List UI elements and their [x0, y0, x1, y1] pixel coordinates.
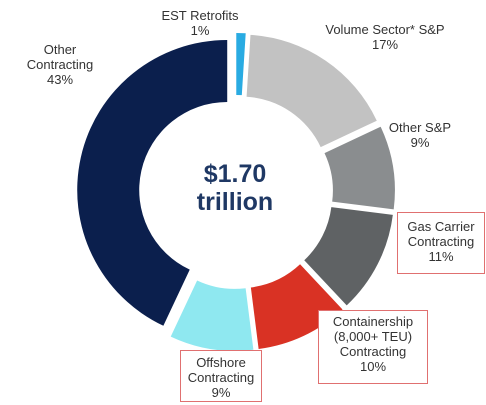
- segment-label: EST Retrofits 1%: [140, 8, 260, 38]
- category-label: Volume Sector* S&P: [325, 22, 445, 37]
- value-label: 17%: [371, 37, 399, 52]
- segment-label: Containership (8,000+ TEU) Contracting 10…: [318, 310, 428, 384]
- value-label: 9%: [410, 135, 430, 150]
- center-line: $1.70: [203, 160, 267, 188]
- donut-segment: [246, 34, 377, 148]
- value-label: 10%: [359, 359, 387, 374]
- category-label: Other Contracting: [26, 42, 94, 72]
- value-label: 11%: [428, 249, 454, 264]
- segment-label: Volume Sector* S&P 17%: [320, 22, 450, 52]
- donut-segment: [170, 280, 254, 351]
- value-label: 1%: [190, 23, 210, 38]
- segment-label: Offshore Contracting 9%: [180, 350, 262, 402]
- segment-label: Other Contracting 43%: [10, 42, 110, 87]
- center-line: trillion: [196, 188, 274, 216]
- donut-segment: [324, 126, 395, 210]
- donut-segment: [236, 33, 246, 96]
- donut-segment: [77, 40, 228, 326]
- category-label: Gas Carrier Contracting: [407, 219, 475, 249]
- segment-label: Other S&P 9%: [370, 120, 470, 150]
- segment-label: Gas Carrier Contracting 11%: [397, 212, 485, 274]
- donut-segment: [250, 264, 343, 349]
- category-label: Containership (8,000+ TEU) Contracting: [332, 314, 414, 359]
- value-label: 43%: [46, 72, 74, 87]
- center-label: $1.70 trillion: [160, 160, 310, 216]
- category-label: EST Retrofits: [161, 8, 239, 23]
- value-label: 9%: [211, 385, 231, 400]
- category-label: Other S&P: [388, 120, 452, 135]
- category-label: Offshore Contracting: [187, 355, 255, 385]
- donut-segment: [304, 207, 393, 306]
